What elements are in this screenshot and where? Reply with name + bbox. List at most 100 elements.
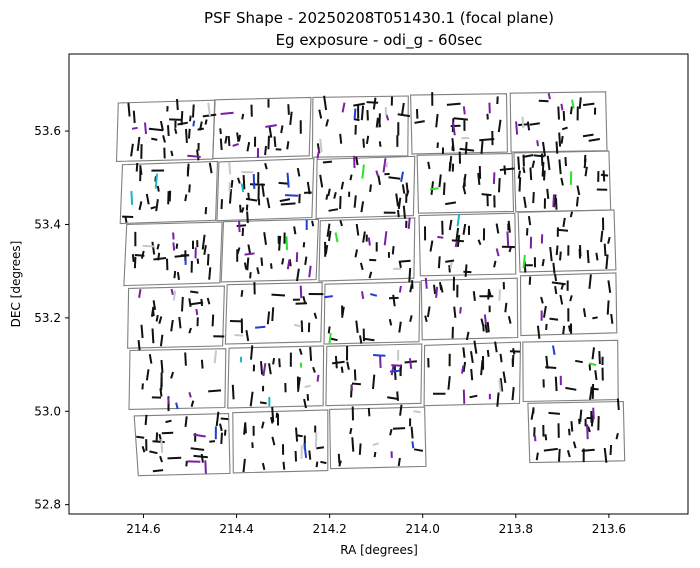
psf-whisker-91 <box>296 434 303 438</box>
psf-whisker-715 <box>361 164 365 179</box>
x-axis-ticks: 214.6 214.4 214.2 214.0 213.8 213.6 <box>126 514 626 536</box>
psf-whisker-8 <box>582 133 594 138</box>
psf-whisker-448 <box>453 306 457 318</box>
psf-whisker-623 <box>204 460 207 474</box>
psf-whisker-79 <box>400 102 405 117</box>
psf-whisker-202 <box>606 300 610 315</box>
psf-whisker-649 <box>536 140 539 147</box>
psf-whisker-518 <box>477 239 482 246</box>
y-tick-label: 53.0 <box>34 404 61 418</box>
psf-whisker-25 <box>223 429 227 436</box>
psf-whisker-740 <box>160 438 164 453</box>
psf-whisker-218 <box>465 331 470 341</box>
psf-whisker-445 <box>140 250 145 259</box>
psf-whisker-13 <box>190 447 205 451</box>
psf-whisker-198 <box>479 138 495 142</box>
psf-whisker-242 <box>260 361 264 375</box>
psf-whisker-265 <box>591 347 595 360</box>
psf-whisker-559 <box>527 215 532 226</box>
psf-whisker-263 <box>446 102 461 106</box>
psf-whisker-21 <box>158 316 163 324</box>
psf-whisker-225 <box>339 133 343 144</box>
psf-whisker-379 <box>273 136 277 147</box>
psf-whisker-472 <box>268 126 273 138</box>
ota-outline-26 <box>133 413 231 477</box>
psf-whisker-88 <box>144 414 148 426</box>
psf-whisker-731 <box>234 334 244 337</box>
psf-whisker-32 <box>351 437 355 452</box>
psf-whisker-243 <box>473 340 478 354</box>
psf-whisker-522 <box>557 106 560 120</box>
psf-whisker-565 <box>615 432 619 440</box>
psf-whisker-322 <box>560 135 564 144</box>
psf-whisker-111 <box>359 262 364 271</box>
psf-whisker-655 <box>552 194 555 207</box>
psf-whisker-4 <box>499 378 504 392</box>
psf-whisker-73 <box>264 145 267 156</box>
psf-whisker-297 <box>560 177 564 186</box>
psf-whisker-365 <box>339 196 342 209</box>
psf-whisker-86 <box>522 166 526 174</box>
psf-whisker-421 <box>541 161 545 177</box>
psf-whisker-105 <box>261 421 265 429</box>
psf-whisker-427 <box>535 452 539 461</box>
psf-whisker-678 <box>547 93 551 100</box>
psf-whisker-660 <box>341 102 346 113</box>
ota-outline-8 <box>315 155 416 219</box>
psf-whisker-729 <box>498 379 502 392</box>
y-tick-label: 53.2 <box>34 311 61 325</box>
psf-whisker-636 <box>383 231 388 246</box>
ota-outline-28 <box>329 406 427 470</box>
psf-whisker-290 <box>469 394 478 399</box>
psf-whisker-457 <box>616 398 620 411</box>
psf-whisker-719 <box>456 213 461 227</box>
psf-whisker-279 <box>502 371 507 384</box>
psf-whisker-41 <box>138 201 143 211</box>
psf-whisker-118 <box>280 125 284 134</box>
psf-whisker-700 <box>284 194 299 197</box>
psf-whisker-367 <box>391 246 395 255</box>
psf-whisker-659 <box>462 106 466 115</box>
psf-whisker-462 <box>245 197 258 202</box>
ota-outline-23 <box>325 343 423 407</box>
psf-whisker-157 <box>152 300 157 310</box>
psf-whisker-255 <box>427 161 431 170</box>
psf-whisker-340 <box>189 301 204 306</box>
ota-outline-13 <box>318 217 416 282</box>
psf-whisker-303 <box>529 122 540 126</box>
psf-whisker-724 <box>130 190 134 205</box>
psf-whisker-521 <box>237 177 241 184</box>
psf-whisker-603 <box>295 427 299 442</box>
psf-whisker-283 <box>484 323 488 333</box>
psf-whisker-615 <box>176 271 180 281</box>
psf-whisker-104 <box>325 194 329 200</box>
psf-whisker-110 <box>600 230 604 243</box>
psf-whisker-551 <box>497 119 502 133</box>
psf-whisker-712 <box>328 332 332 345</box>
psf-whisker-545 <box>266 197 271 209</box>
psf-whisker-671 <box>506 231 510 247</box>
psf-whisker-507 <box>526 121 531 131</box>
psf-whisker-546 <box>328 230 332 242</box>
psf-whisker-631 <box>367 237 371 246</box>
psf-whisker-542 <box>203 245 207 255</box>
psf-whisker-285 <box>346 361 350 370</box>
psf-whisker-284 <box>398 259 411 263</box>
psf-whisker-11 <box>607 280 612 293</box>
psf-whisker-657 <box>382 158 387 173</box>
psf-whisker-257 <box>351 382 361 386</box>
psf-whisker-586 <box>555 245 559 256</box>
psf-whisker-59 <box>409 315 413 322</box>
ota-outline-3 <box>311 95 409 158</box>
psf-whisker-698 <box>252 173 256 189</box>
psf-whisker-482 <box>250 345 254 360</box>
psf-whisker-228 <box>499 353 503 363</box>
plot-area-frame <box>68 53 689 515</box>
psf-whisker-721 <box>154 173 158 189</box>
psf-whisker-160 <box>448 265 451 273</box>
psf-whisker-234 <box>388 318 393 326</box>
psf-whisker-393 <box>517 156 521 170</box>
psf-whisker-735 <box>521 116 525 129</box>
psf-whisker-553 <box>188 128 191 139</box>
psf-whisker-220 <box>137 340 141 351</box>
